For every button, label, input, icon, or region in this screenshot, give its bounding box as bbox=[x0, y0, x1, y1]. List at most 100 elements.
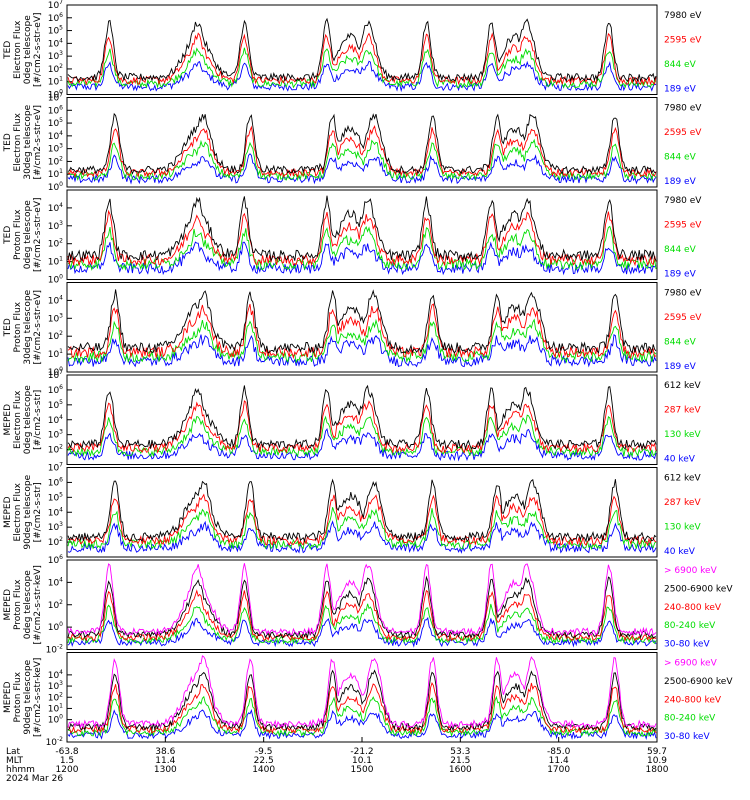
x-tick-label: -21.2 bbox=[350, 747, 373, 757]
panel-7-series-1 bbox=[67, 563, 657, 637]
panel-1-legend-entry: 189 eV bbox=[664, 85, 697, 95]
panel-4-legend-entry: 189 eV bbox=[664, 362, 697, 372]
panel-3-series-1 bbox=[67, 195, 657, 262]
panel-1-ytick-label: 107 bbox=[48, 0, 63, 11]
panel-8-legend-entry: > 6900 keV bbox=[664, 659, 718, 669]
panel-7-legend-entry: 80-240 keV bbox=[664, 621, 716, 631]
x-tick-label: 1500 bbox=[351, 765, 374, 775]
panel-6-ylabel-line: [#/cm2-s-str] bbox=[33, 482, 43, 542]
x-tick-label: 1300 bbox=[154, 765, 177, 775]
panel-6-ytick-label: 102 bbox=[48, 536, 63, 548]
panel-2-ylabel-line: [#/cm2-s-str-eV] bbox=[33, 105, 43, 180]
panel-8-ylabel-line: Proton Flux bbox=[13, 671, 23, 722]
x-tick-label: 1200 bbox=[56, 765, 79, 775]
panel-1-ytick-label: 105 bbox=[48, 25, 63, 37]
panel-3-ytick-label: 102 bbox=[48, 238, 63, 250]
panel-8-series-5 bbox=[67, 708, 657, 741]
x-tick-label: 1.5 bbox=[60, 756, 74, 766]
panel-8-series-4 bbox=[67, 695, 657, 738]
panel-3-ytick-label: 103 bbox=[48, 220, 63, 232]
x-tick-label: 59.7 bbox=[647, 747, 667, 757]
panel-1-ylabel-line: 0deg telescope bbox=[23, 15, 33, 85]
x-row-name: MLT bbox=[6, 756, 24, 766]
x-tick-label: 21.5 bbox=[450, 756, 470, 766]
panel-2-ytick-label: 105 bbox=[48, 117, 63, 129]
panel-7-legend-entry: > 6900 keV bbox=[664, 566, 718, 576]
panel-2-ytick-label: 104 bbox=[48, 130, 63, 142]
panel-4-ytick-label: 101 bbox=[48, 348, 63, 360]
panel-1-series-3 bbox=[67, 47, 657, 89]
panel-2-legend-entry: 7980 eV bbox=[664, 104, 702, 114]
panel-6-legend-entry: 40 keV bbox=[664, 547, 696, 557]
panel-8-legend-entry: 80-240 keV bbox=[664, 714, 716, 724]
panel-6-ylabel-line: 90deg telescope bbox=[23, 474, 33, 549]
panel-2-series-3 bbox=[67, 138, 657, 182]
panel-1-ytick-label: 102 bbox=[48, 63, 63, 75]
panel-2-ytick-label: 103 bbox=[48, 143, 63, 155]
panel-4-ytick-label: 103 bbox=[48, 312, 63, 324]
panel-7-series-4 bbox=[67, 603, 657, 646]
panel-5-ytick-label: 105 bbox=[48, 399, 63, 411]
panel-2-frame bbox=[66, 97, 658, 188]
panel-8-ytick-label: 100 bbox=[48, 714, 63, 726]
panel-5-series-1 bbox=[67, 384, 657, 451]
x-row-name: hhmm bbox=[6, 765, 35, 775]
panel-4-series-4 bbox=[67, 334, 657, 368]
panel-7-series-3 bbox=[67, 589, 657, 642]
panel-6-ylabel-line: Electron Flux bbox=[13, 482, 23, 541]
panel-3-frame bbox=[66, 189, 658, 280]
panel-6-legend-entry: 287 keV bbox=[664, 498, 701, 508]
panel-8-ytick-label: 104 bbox=[48, 669, 63, 681]
panel-5-legend-entry: 287 keV bbox=[664, 406, 701, 416]
panel-1-ylabel-line: TED bbox=[3, 41, 13, 60]
panel-1-legend-entry: 2595 eV bbox=[664, 36, 702, 46]
panel-4-ylabel-line: Proton Flux bbox=[13, 301, 23, 352]
panel-4-ylabel-line: [#/cm2-s-str-eV] bbox=[33, 290, 43, 365]
panel-7-legend-entry: 30-80 keV bbox=[664, 640, 710, 650]
x-tick-label: 53.3 bbox=[450, 747, 470, 757]
panel-7-series-2 bbox=[67, 575, 657, 640]
x-tick-label: 1700 bbox=[547, 765, 570, 775]
panel-2-ytick-label: 106 bbox=[48, 104, 63, 116]
panel-2-ytick-label: 102 bbox=[48, 155, 63, 167]
panel-1-ytick-label: 101 bbox=[48, 76, 63, 88]
panel-8-series-2 bbox=[67, 669, 657, 732]
panel-6-ytick-label: 107 bbox=[48, 462, 63, 474]
panel-6-legend-entry: 612 keV bbox=[664, 474, 701, 484]
panel-4-ylabel-line: TED bbox=[3, 318, 13, 337]
panel-4-ytick-label: 104 bbox=[48, 294, 63, 306]
panel-1-ylabel-line: [#/cm2-s-str-eV] bbox=[33, 12, 43, 87]
x-tick-label: -85.0 bbox=[547, 747, 571, 757]
panel-7-ylabel-line: Proton Flux bbox=[13, 579, 23, 630]
panel-1-legend-entry: 7980 eV bbox=[664, 11, 702, 21]
panel-7-ytick-label: 102 bbox=[48, 599, 63, 611]
panel-1-ytick-label: 106 bbox=[48, 12, 63, 24]
panel-8-legend-entry: 2500-6900 keV bbox=[664, 677, 733, 687]
x-row-name: Lat bbox=[6, 747, 21, 757]
panel-5-legend-entry: 40 keV bbox=[664, 455, 696, 465]
panel-3-legend-entry: 189 eV bbox=[664, 270, 697, 280]
panel-7-legend-entry: 240-800 keV bbox=[664, 603, 722, 613]
x-tick-label: 22.5 bbox=[254, 756, 274, 766]
panel-8-ylabel-line: MEPED bbox=[3, 681, 13, 713]
panel-3-series-2 bbox=[67, 209, 657, 267]
panel-5-series-4 bbox=[67, 428, 657, 462]
panel-3-legend-entry: 7980 eV bbox=[664, 196, 702, 206]
panel-4-legend-entry: 2595 eV bbox=[664, 313, 702, 323]
panel-6-ylabel-line: MEPED bbox=[3, 496, 13, 528]
panel-6-ytick-label: 105 bbox=[48, 491, 63, 503]
panel-5-ylabel-line: Electron Flux bbox=[13, 390, 23, 449]
panel-3-series-3 bbox=[67, 225, 657, 271]
panel-3-ylabel-line: Proton Flux bbox=[13, 209, 23, 260]
panel-5-ylabel-line: MEPED bbox=[3, 404, 13, 436]
panel-5-ylabel-line: 0deg telescope bbox=[23, 385, 33, 455]
x-tick-label: 11.4 bbox=[549, 756, 569, 766]
panel-7-ytick-label: 100 bbox=[48, 621, 63, 633]
panel-4-legend-entry: 844 eV bbox=[664, 338, 697, 348]
x-tick-label: 1800 bbox=[646, 765, 669, 775]
x-tick-label: 10.9 bbox=[647, 756, 667, 766]
panel-6-series-1 bbox=[67, 478, 657, 543]
panel-2-ytick-label: 101 bbox=[48, 168, 63, 180]
panel-1-ytick-label: 104 bbox=[48, 37, 63, 49]
panel-5-ytick-label: 103 bbox=[48, 429, 63, 441]
